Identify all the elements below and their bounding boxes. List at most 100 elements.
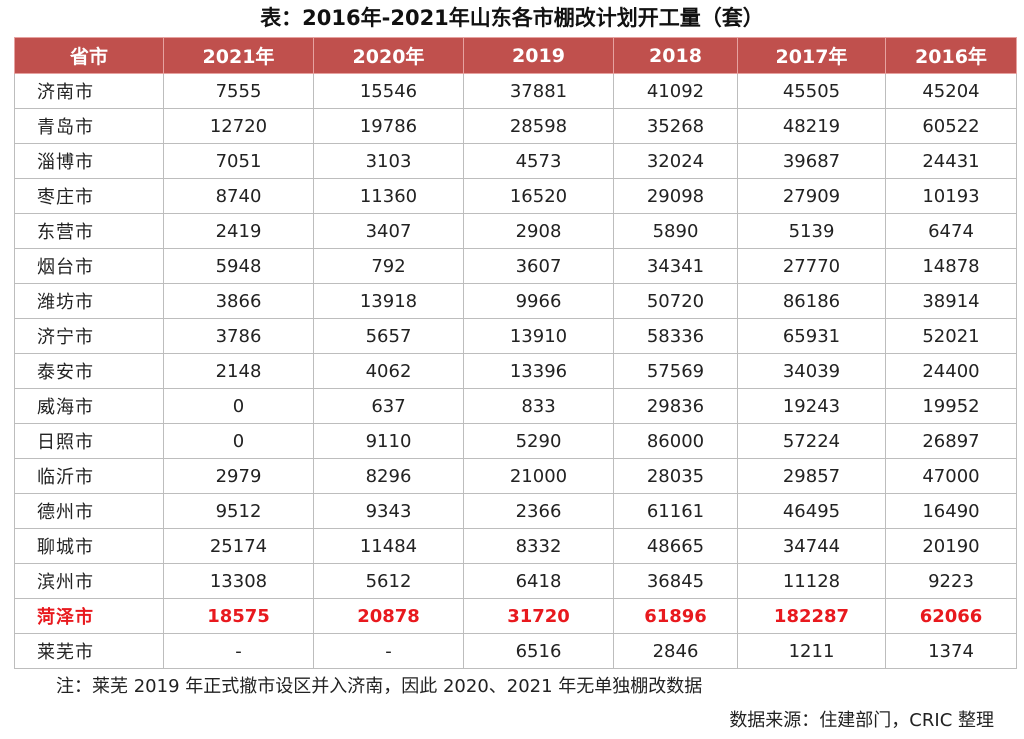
table-row: 青岛市 12720 19786 28598 35268 48219 60522	[14, 108, 1017, 144]
value-2019-cell: 2908	[463, 213, 614, 249]
table-row: 滨州市 13308 5612 6418 36845 11128 9223	[14, 563, 1017, 599]
value-2021-cell: 7555	[163, 73, 314, 109]
value-2018-cell: 41092	[613, 73, 738, 109]
value-2020-cell: 8296	[313, 458, 464, 494]
value-2021-cell: 0	[163, 388, 314, 424]
value-2017-cell: 86186	[737, 283, 886, 319]
city-cell: 泰安市	[14, 353, 164, 389]
value-2019-cell: 28598	[463, 108, 614, 144]
value-2021-cell: 2979	[163, 458, 314, 494]
value-2017-cell: 1211	[737, 633, 886, 669]
value-2020-cell: 792	[313, 248, 464, 284]
city-cell: 潍坊市	[14, 283, 164, 319]
value-2019-cell: 13396	[463, 353, 614, 389]
value-2017-cell: 29857	[737, 458, 886, 494]
value-2020-cell: 11360	[313, 178, 464, 214]
table-row: 枣庄市 8740 11360 16520 29098 27909 10193	[14, 178, 1017, 214]
value-2020-cell: 9343	[313, 493, 464, 529]
value-2020-cell: 13918	[313, 283, 464, 319]
value-2021-cell: 2419	[163, 213, 314, 249]
table-row: 威海市 0 637 833 29836 19243 19952	[14, 388, 1017, 424]
value-2016-cell: 20190	[885, 528, 1017, 564]
value-2020-cell: 11484	[313, 528, 464, 564]
value-2019-cell: 8332	[463, 528, 614, 564]
value-2016-cell: 24431	[885, 143, 1017, 179]
value-2021-cell: 5948	[163, 248, 314, 284]
value-2017-cell: 34744	[737, 528, 886, 564]
value-2020-cell: 3407	[313, 213, 464, 249]
value-2021-cell: 25174	[163, 528, 314, 564]
value-2017-cell: 182287	[737, 598, 886, 634]
table-row: 淄博市 7051 3103 4573 32024 39687 24431	[14, 143, 1017, 179]
city-cell: 威海市	[14, 388, 164, 424]
value-2017-cell: 11128	[737, 563, 886, 599]
value-2018-cell: 5890	[613, 213, 738, 249]
value-2018-cell: 29836	[613, 388, 738, 424]
value-2021-cell: 8740	[163, 178, 314, 214]
value-2020-cell: -	[313, 633, 464, 669]
table-row: 临沂市 2979 8296 21000 28035 29857 47000	[14, 458, 1017, 494]
header-cell-2018: 2018	[613, 37, 738, 74]
value-2020-cell: 4062	[313, 353, 464, 389]
value-2019-cell: 6516	[463, 633, 614, 669]
value-2019-cell: 37881	[463, 73, 614, 109]
value-2016-cell: 45204	[885, 73, 1017, 109]
table-row: 烟台市 5948 792 3607 34341 27770 14878	[14, 248, 1017, 284]
table-body: 济南市 7555 15546 37881 41092 45505 45204 青岛市 12720…	[14, 73, 1017, 669]
city-cell: 济宁市	[14, 318, 164, 354]
city-cell: 滨州市	[14, 563, 164, 599]
value-2019-cell: 21000	[463, 458, 614, 494]
value-2017-cell: 5139	[737, 213, 886, 249]
city-cell: 菏泽市	[14, 598, 164, 634]
table-row: 莱芜市 - -6516 2846 1211 1374	[14, 633, 1017, 669]
value-2020-cell: 15546	[313, 73, 464, 109]
city-cell: 聊城市	[14, 528, 164, 564]
value-2019-cell: 833	[463, 388, 614, 424]
value-2018-cell: 48665	[613, 528, 738, 564]
city-cell: 莱芜市	[14, 633, 164, 669]
value-2018-cell: 34341	[613, 248, 738, 284]
value-2016-cell: 52021	[885, 318, 1017, 354]
value-2017-cell: 45505	[737, 73, 886, 109]
value-2017-cell: 39687	[737, 143, 886, 179]
value-2019-cell: 6418	[463, 563, 614, 599]
value-2021-cell: -	[163, 633, 314, 669]
value-2021-cell: 3866	[163, 283, 314, 319]
city-cell: 德州市	[14, 493, 164, 529]
value-2019-cell: 31720	[463, 598, 614, 634]
value-2021-cell: 9512	[163, 493, 314, 529]
table-row: 泰安市 2148 4062 13396 57569 34039 24400	[14, 353, 1017, 389]
value-2021-cell: 2148	[163, 353, 314, 389]
table-row: 东营市 2419 3407 2908 5890 5139 6474	[14, 213, 1017, 249]
city-cell: 临沂市	[14, 458, 164, 494]
footnote: 注：莱芜 2019 年正式撤市设区并入济南，因此 2020、2021 年无单独棚…	[56, 676, 703, 697]
header-cell-2020: 2020年	[313, 37, 464, 74]
value-2017-cell: 34039	[737, 353, 886, 389]
value-2017-cell: 48219	[737, 108, 886, 144]
value-2018-cell: 2846	[613, 633, 738, 669]
table-row: 德州市 9512 9343 2366 61161 46495 16490	[14, 493, 1017, 529]
header-row: 省市 2021年 2020年 2019 2018 2017年 2016年	[14, 37, 1017, 74]
value-2021-cell: 18575	[163, 598, 314, 634]
value-2018-cell: 35268	[613, 108, 738, 144]
value-2019-cell: 9966	[463, 283, 614, 319]
value-2020-cell: 9110	[313, 423, 464, 459]
value-2016-cell: 47000	[885, 458, 1017, 494]
value-2018-cell: 29098	[613, 178, 738, 214]
value-2021-cell: 0	[163, 423, 314, 459]
value-2021-cell: 3786	[163, 318, 314, 354]
value-2020-cell: 3103	[313, 143, 464, 179]
value-2019-cell: 16520	[463, 178, 614, 214]
city-cell: 青岛市	[14, 108, 164, 144]
value-2016-cell: 38914	[885, 283, 1017, 319]
value-2020-cell: 5612	[313, 563, 464, 599]
city-cell: 枣庄市	[14, 178, 164, 214]
table-row: 菏泽市 18575 20878 31720 61896 182287 62066	[14, 598, 1017, 634]
value-2016-cell: 14878	[885, 248, 1017, 284]
value-2016-cell: 6474	[885, 213, 1017, 249]
value-2017-cell: 27770	[737, 248, 886, 284]
value-2017-cell: 27909	[737, 178, 886, 214]
value-2018-cell: 28035	[613, 458, 738, 494]
data-source: 数据来源：住建部门，CRIC 整理	[729, 710, 994, 731]
value-2018-cell: 57569	[613, 353, 738, 389]
